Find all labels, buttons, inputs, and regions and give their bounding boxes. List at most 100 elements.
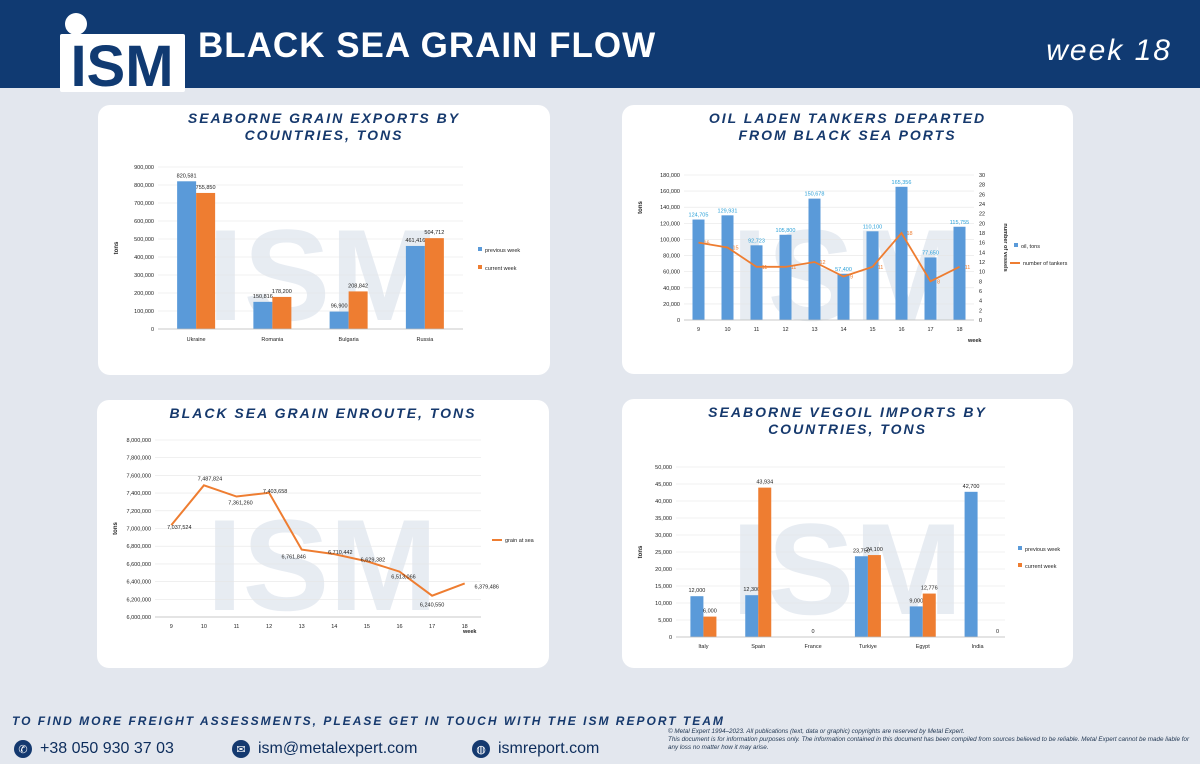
y-tick-label: 0 [677,318,680,324]
x-tick-label: 18 [462,624,468,630]
chart-title: BLACK SEA GRAIN ENROUTE, TONS [170,405,477,421]
chart-title: FROM BLACK SEA PORTS [738,127,956,143]
y-tick-label: 7,200,000 [127,509,151,515]
y-tick-label: 100,000 [134,309,154,315]
y-tick-label: 18 [979,231,985,237]
legend-marker [1018,563,1022,567]
chart-title: SEABORNE GRAIN EXPORTS BY [188,110,460,126]
data-label: 77,650 [922,250,939,256]
panel-vegoil-imports: ISM SEABORNE VEGOIL IMPORTS BY COUNTRIES, … [622,399,1073,668]
data-label: 6,629,382 [361,557,385,563]
data-label: 6,710,442 [328,550,352,556]
y-tick-label: 35,000 [655,516,672,522]
bar [953,226,966,320]
y-tick-label: 6,200,000 [127,597,151,603]
bar [867,555,881,637]
data-label: 57,400 [835,267,852,273]
bar [837,273,850,320]
x-tick-label: 14 [840,327,846,333]
data-label: 6,761,846 [281,555,305,561]
data-label: 96,900 [331,304,348,310]
website-link: ismreport.com [498,740,600,757]
data-label: 0 [812,629,815,635]
bar [758,487,772,637]
series-line [170,484,466,597]
bar [690,596,704,637]
chart-title: COUNTRIES, TONS [245,127,404,143]
bar [750,245,763,320]
data-label: 129,931 [718,208,738,214]
bar [196,192,216,329]
x-tick-label: 9 [170,624,173,630]
data-label: 6,000 [703,609,717,615]
data-label: 150,678 [805,192,825,198]
y-tick-label: 20,000 [655,567,672,573]
data-label: 461,416 [405,238,425,244]
data-label: 7,403,658 [263,489,287,495]
line-data-label: 16 [703,241,709,247]
y-tick-label: 45,000 [655,482,672,488]
data-label: 43,934 [756,480,773,486]
line-data-label: 18 [906,231,912,237]
bar [854,556,868,637]
chart-svg: ISM BLACK SEA GRAIN ENROUTE, TONS 6,000,00… [113,405,535,638]
panel-grain-enroute: ISM BLACK SEA GRAIN ENROUTE, TONS 6,000,00… [97,400,549,668]
x-tick-label: 9 [697,327,700,333]
y-tick-label: 180,000 [660,173,680,179]
x-tick-label: 16 [898,327,904,333]
bar [348,291,368,329]
y-tick-label: 0 [979,318,982,324]
data-label: 820,581 [177,173,197,179]
line-data-label: 12 [819,260,825,266]
x-tick-label: 17 [429,624,435,630]
y-tick-label: 30,000 [655,533,672,539]
bar [329,311,349,329]
svg-text:ISM: ISM [70,34,173,94]
email-address: ism@metalexpert.com [258,740,418,757]
line-data-label: 11 [965,265,971,271]
page-title: BLACK SEA GRAIN FLOW [198,26,657,65]
data-label: 124,705 [689,213,709,219]
bar [272,296,292,329]
y-tick-label: 6,800,000 [127,544,151,550]
y-tick-label: 80,000 [663,254,680,260]
contact-website[interactable]: ◍ ismreport.com [472,738,599,760]
y-tick-label: 8 [979,279,982,285]
y-tick-label: 4 [979,299,982,305]
legend-label: current week [1025,564,1057,570]
bar [253,301,273,329]
y-tick-label: 20 [979,221,985,227]
copyright-notice: © Metal Expert 1994–2023. All publicatio… [668,728,1192,752]
x-tick-label: Romania [261,337,284,343]
x-axis-label: week [462,629,477,635]
bar [703,616,717,637]
y-tick-label: 6,000,000 [127,615,151,621]
y-axis-label: tons [113,522,119,535]
x-tick-label: 11 [234,624,240,630]
y-tick-label: 140,000 [660,205,680,211]
y-tick-label: 700,000 [134,201,154,207]
data-label: 0 [996,629,999,635]
legend-label: previous week [485,248,520,254]
bar [745,595,759,637]
bar [779,234,792,320]
y-tick-label: 15,000 [655,584,672,590]
x-tick-label: 15 [869,327,875,333]
x-tick-label: 15 [364,624,370,630]
data-label: 42,700 [963,484,980,490]
bar [721,215,734,320]
legend-marker [478,265,482,269]
y-tick-label: 0 [151,327,154,333]
chart-title: SEABORNE VEGOIL IMPORTS BY [708,404,987,420]
data-label: 7,361,260 [228,501,252,507]
contact-phone[interactable]: ✆ +38 050 930 37 03 [14,738,174,760]
chart-title: OIL LADEN TANKERS DEPARTED [709,110,986,126]
y-tick-label: 0 [669,635,672,641]
data-label: 150,816 [253,294,273,300]
x-tick-label: 12 [782,327,788,333]
data-label: 105,800 [776,228,796,234]
bar [424,238,444,329]
contact-email[interactable]: ✉ ism@metalexpert.com [232,738,417,760]
line-data-label: 11 [791,265,797,271]
